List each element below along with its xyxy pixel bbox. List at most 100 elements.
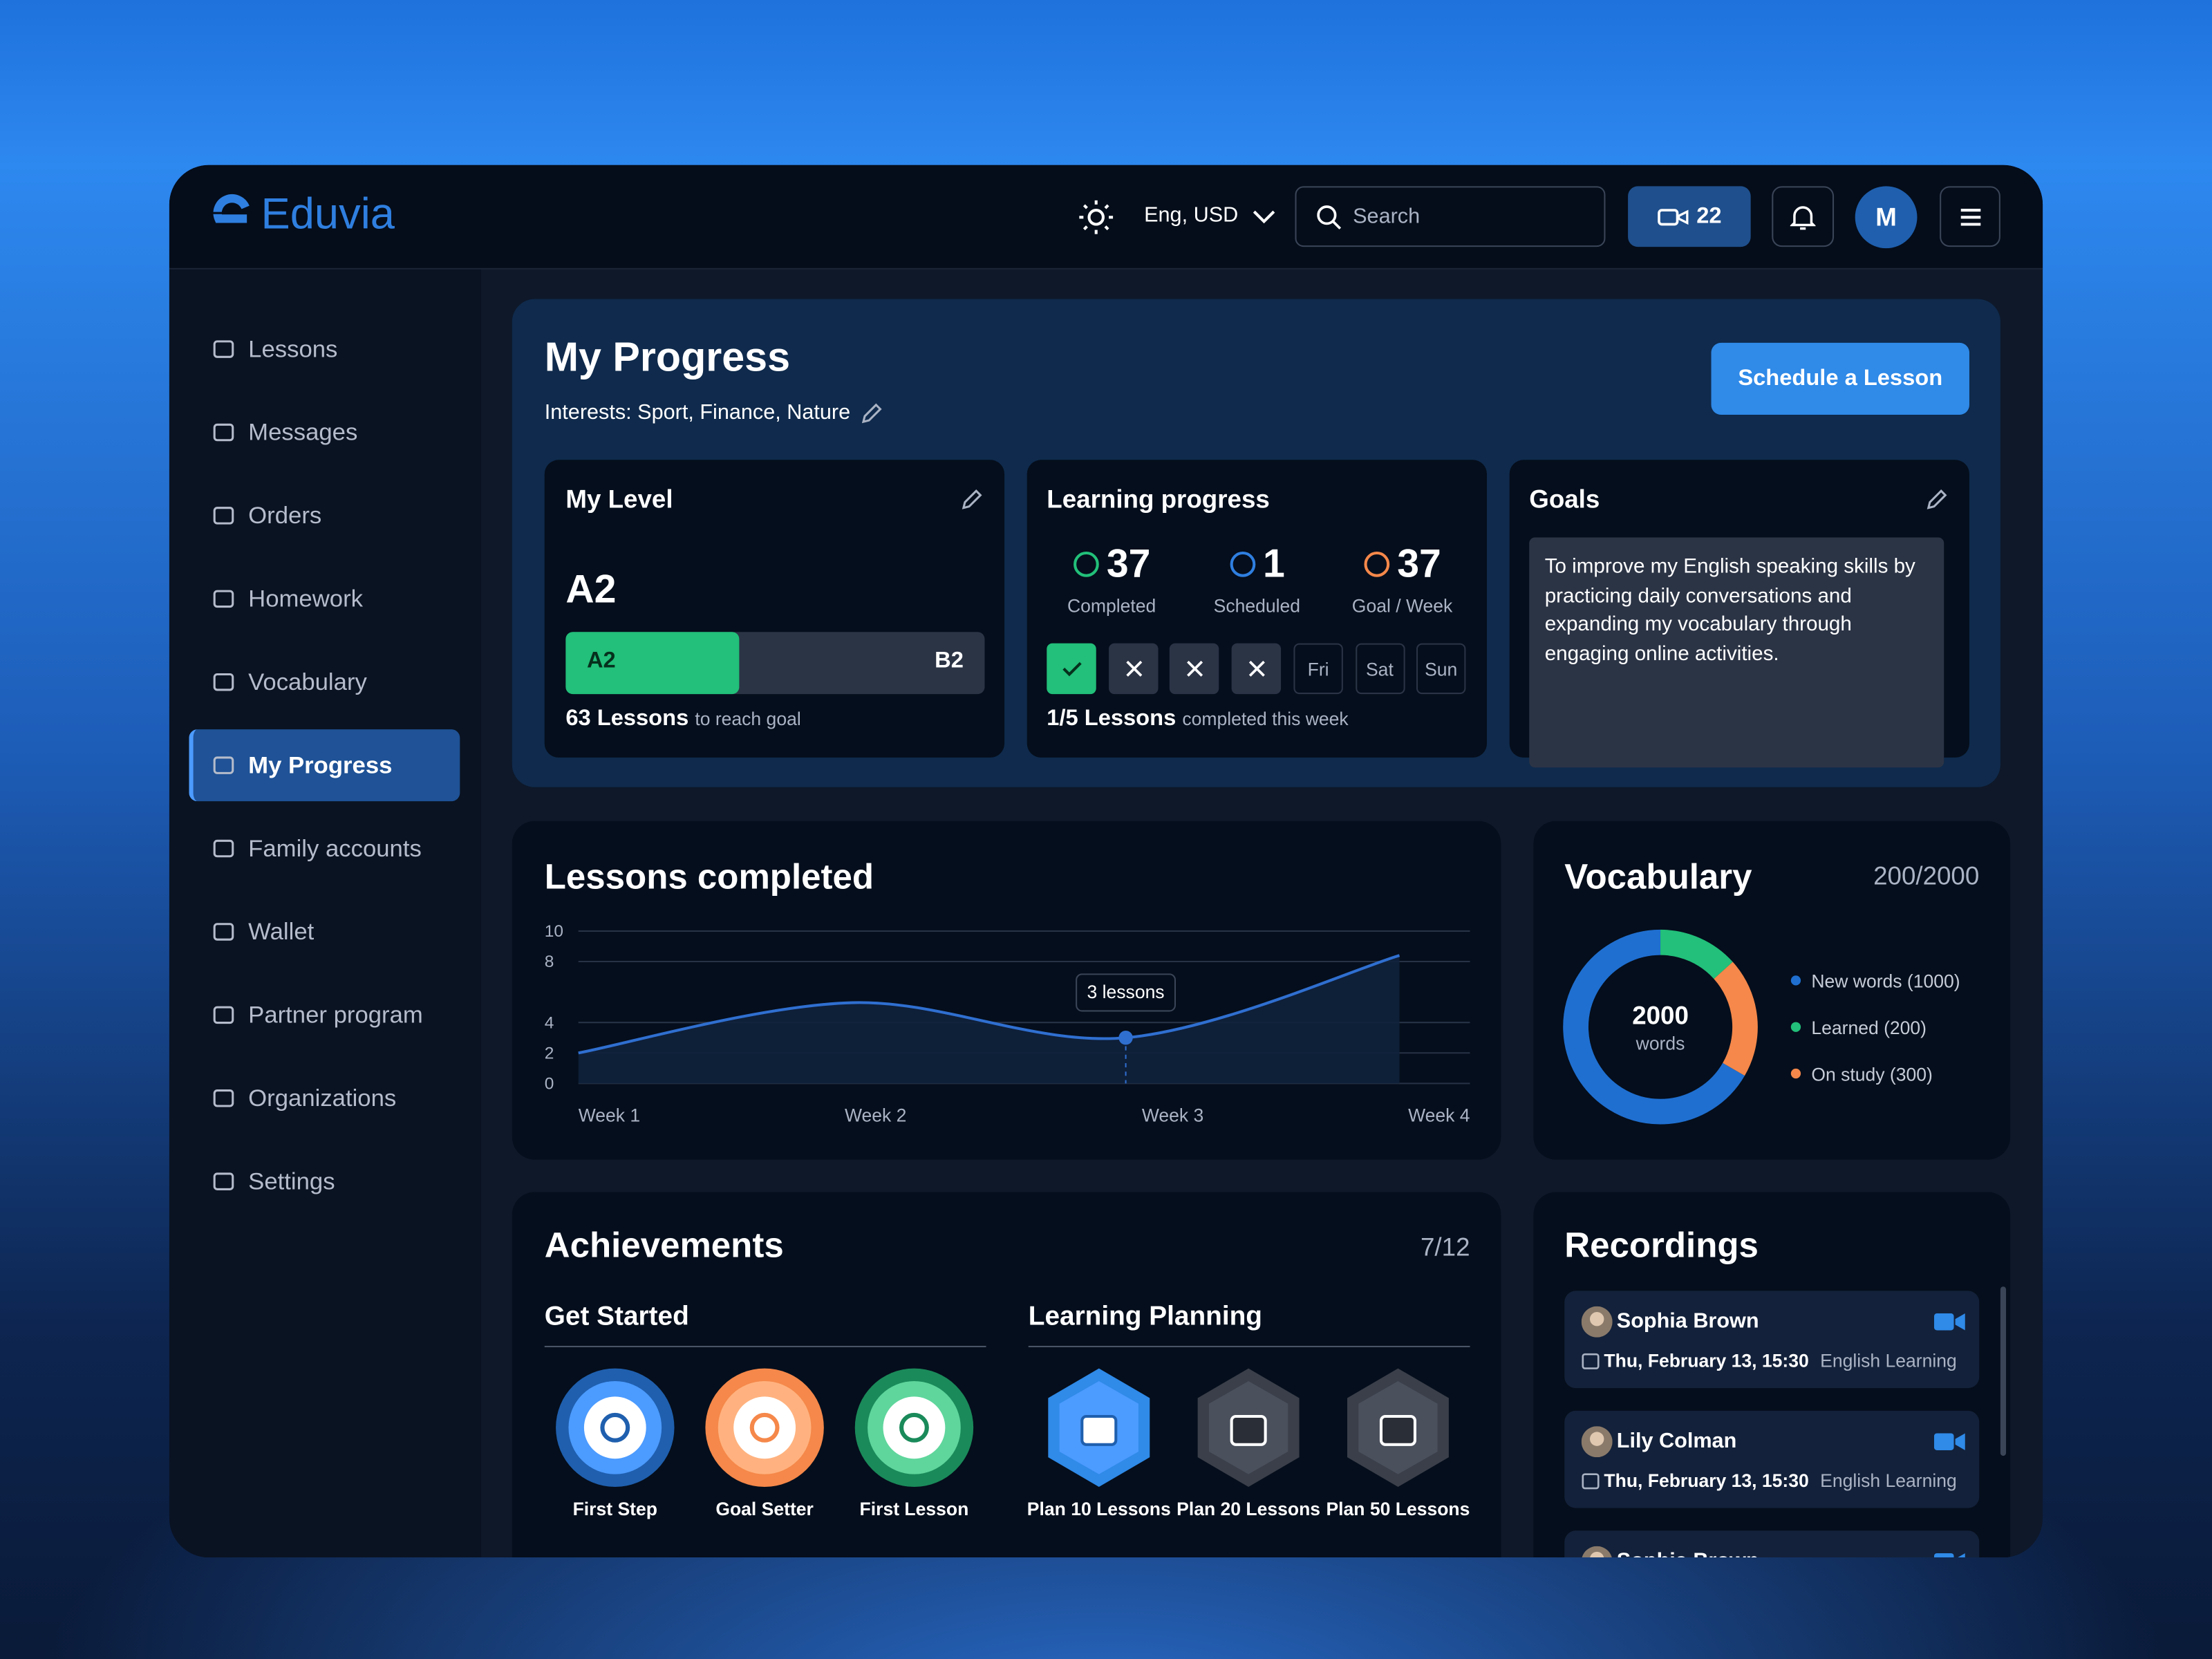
nav-label: Lessons: [248, 335, 338, 362]
theme-toggle[interactable]: [1079, 200, 1114, 234]
app-window: Eduvia Eng, USD Search 22 M Lessons Messa…: [169, 165, 2043, 1558]
recording[interactable]: Sophia Brown: [1564, 1530, 1980, 1558]
x-tick-label: Week 2: [845, 1105, 906, 1125]
lessons-count: 1/5 Lessons: [1047, 706, 1177, 731]
day: Sun: [1416, 643, 1466, 695]
x-tick-label: Week 4: [1408, 1105, 1470, 1125]
top-bar: Eduvia Eng, USD Search 22 M: [169, 165, 2043, 270]
y-tick-label: 2: [545, 1044, 554, 1062]
stat-value-row: 37: [1332, 542, 1473, 587]
learning-card: Learning progress 1/5 Lessons completed …: [1027, 460, 1488, 758]
donut-center-value: 2000: [1632, 1002, 1689, 1030]
search-box[interactable]: Search: [1295, 186, 1606, 247]
y-tick-label: 4: [545, 1013, 554, 1032]
badge-label: Goal Setter: [715, 1498, 814, 1519]
progress-panel: My Progress Interests: Sport, Finance, N…: [512, 299, 2000, 787]
day: Sat: [1355, 643, 1405, 695]
nav-label: Organizations: [248, 1084, 397, 1112]
x-tick-label: Week 3: [1142, 1105, 1203, 1125]
nav-item[interactable]: Lessons: [189, 313, 460, 385]
legend-dot: [1790, 1022, 1801, 1032]
recording[interactable]: Lily Colman Thu, February 13, 15:30 Englis…: [1564, 1410, 1980, 1508]
nav-label: Orders: [248, 501, 322, 529]
recordings-panel: Recordings Sophia Brown Thu, February 13,…: [1533, 1192, 2011, 1558]
recording[interactable]: Sophia Brown Thu, February 13, 15:30 Engli…: [1564, 1291, 1980, 1389]
nav-label: Wallet: [248, 917, 315, 945]
locale: Eng, USD: [1144, 203, 1239, 227]
badge-label: Plan 50 Lessons: [1326, 1498, 1470, 1519]
recording-name: Sophia Brown: [1616, 1309, 1759, 1333]
achievements-panel: Achievements 7/12 Get Started First Step G…: [512, 1192, 1501, 1558]
nav-item[interactable]: Wallet: [189, 896, 460, 968]
legend-label: New words (1000): [1811, 971, 1960, 992]
stat: 37 Goal / Week: [1332, 542, 1473, 617]
nav-label: Family accounts: [248, 834, 422, 861]
donut-center-label: words: [1635, 1033, 1685, 1053]
menu-button[interactable]: [1940, 186, 2000, 247]
donut-chart: Vocabulary 200/2000 New words (1000) Learne…: [1563, 857, 1979, 1125]
group-title: Learning Planning: [1028, 1302, 1262, 1332]
y-tick-label: 10: [545, 922, 563, 941]
badge-label: First Step: [572, 1498, 657, 1519]
lessons-chart-panel: Lessons completed 0 2 4 8 10 Week 1 Week 2 Week …: [512, 821, 1501, 1160]
avatar[interactable]: M: [1855, 186, 1918, 249]
level-bar-fill: [565, 632, 740, 695]
day: Fri: [1293, 643, 1343, 695]
locale-select[interactable]: Eng, USD: [1144, 203, 1276, 227]
line-area: [578, 955, 1400, 1084]
scrollbar[interactable]: [2000, 1286, 2007, 1456]
recording-meta: Thu, February 13, 15:30 English Learning: [1582, 1470, 1957, 1492]
vocabulary-panel: Vocabulary 200/2000 New words (1000) Learne…: [1533, 821, 2011, 1160]
lessons-note: to reach goal: [695, 708, 801, 730]
notifications-button[interactable]: [1772, 186, 1835, 247]
chart-title: Lessons completed: [545, 857, 874, 897]
edit-icon[interactable]: [1926, 488, 1949, 511]
nav-item[interactable]: Vocabulary: [189, 646, 460, 718]
stat-label: Scheduled: [1213, 595, 1301, 617]
badge-label: Plan 10 Lessons: [1027, 1498, 1171, 1519]
nav-label: My Progress: [248, 751, 393, 778]
logo-icon: [212, 194, 252, 226]
nav-item[interactable]: Settings: [189, 1145, 460, 1217]
stat-value-row: 37: [1041, 542, 1182, 587]
recording-topic: English Learning: [1820, 1470, 1957, 1492]
video-button[interactable]: 22: [1628, 186, 1751, 247]
bell-icon: [1790, 205, 1816, 229]
nav-label: Messages: [248, 418, 358, 445]
nav-item[interactable]: My Progress: [189, 729, 460, 802]
stat-value: 1: [1262, 541, 1285, 585]
stat-label: Goal / Week: [1351, 595, 1453, 617]
nav-item[interactable]: Partner program: [189, 979, 460, 1051]
nav-item[interactable]: Homework: [189, 563, 460, 635]
edit-icon[interactable]: [860, 402, 883, 424]
legend-dot: [1790, 1068, 1801, 1079]
nav-item[interactable]: Family accounts: [189, 813, 460, 885]
vocab-summary: 200/2000: [1873, 862, 1979, 890]
interests: Interests: Sport, Finance, Nature: [544, 400, 851, 425]
goals-card: Goals To improve my English speaking ski…: [1509, 460, 1969, 768]
nav-label: Homework: [248, 584, 363, 612]
edit-icon[interactable]: [961, 488, 984, 511]
nav-item[interactable]: Messages: [189, 396, 460, 468]
interests-row: Interests: Sport, Finance, Nature: [544, 400, 883, 425]
tooltip: [1076, 973, 1177, 1012]
recording-name: Lily Colman: [1616, 1429, 1737, 1454]
badge: [1185, 1364, 1312, 1491]
tooltip-text: 3 lessons: [1087, 982, 1165, 1002]
y-tick-label: 0: [545, 1075, 554, 1094]
lessons-note: completed this week: [1182, 708, 1349, 730]
level-to: B2: [935, 648, 964, 673]
nav-item[interactable]: Organizations: [189, 1062, 460, 1134]
level-bar: A2 B2: [565, 632, 985, 695]
level-from: A2: [586, 648, 616, 673]
x-tick-label: Week 1: [579, 1105, 640, 1125]
card-title: Learning progress: [1047, 485, 1270, 514]
schedule-button[interactable]: Schedule a Lesson: [1711, 342, 1969, 415]
card-title: Goals: [1529, 485, 1600, 514]
search-placeholder: Search: [1353, 204, 1421, 229]
group-title: Get Started: [544, 1302, 689, 1332]
nav-label: Partner program: [248, 1000, 423, 1028]
nav-item[interactable]: Orders: [189, 480, 460, 552]
recording-meta: Thu, February 13, 15:30 English Learning: [1582, 1350, 1957, 1371]
